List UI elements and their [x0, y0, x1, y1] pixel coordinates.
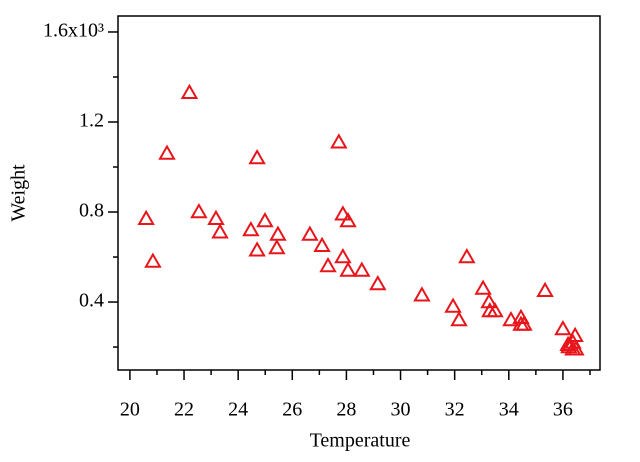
data-point: [334, 205, 352, 221]
data-point: [413, 286, 431, 302]
data-point: [313, 236, 331, 253]
data-point: [268, 239, 286, 255]
data-point: [486, 302, 504, 318]
y-tick-label: 1.6x10³: [43, 20, 104, 42]
data-point: [444, 297, 462, 313]
data-point: [256, 212, 274, 228]
data-point: [369, 275, 387, 291]
data-point: [334, 248, 352, 264]
data-point: [180, 83, 199, 99]
data-point: [567, 340, 585, 356]
y-axis-label: Weight: [8, 164, 30, 222]
data-point: [190, 203, 208, 219]
x-tick-label: 26: [282, 399, 302, 421]
data-point: [560, 338, 578, 354]
plot-frame: [117, 15, 601, 371]
data-point: [339, 261, 357, 277]
data-point: [242, 221, 260, 237]
data-point: [353, 261, 371, 277]
data-point: [474, 279, 492, 295]
x-tick-label: 20: [120, 399, 140, 421]
x-tick-label: 34: [499, 399, 519, 421]
data-point: [269, 225, 287, 241]
data-point: [536, 281, 554, 298]
data-point: [502, 311, 520, 327]
x-axis-label: Temperature: [310, 430, 411, 452]
data-point: [158, 144, 176, 160]
y-tick-label: 1.2: [79, 110, 104, 132]
data-point: [458, 248, 476, 264]
y-tick-label: 0.4: [79, 290, 104, 312]
data-point: [330, 133, 348, 149]
data-point: [144, 252, 162, 268]
data-point: [301, 225, 319, 241]
data-point: [248, 148, 266, 165]
x-tick-label: 24: [228, 399, 248, 421]
x-tick-label: 30: [391, 399, 411, 421]
data-point: [137, 209, 155, 226]
data-point: [211, 223, 229, 239]
x-tick-label: 22: [174, 399, 194, 421]
data-point: [248, 241, 266, 257]
x-tick-label: 36: [553, 399, 573, 421]
data-point: [319, 257, 337, 273]
data-point: [450, 311, 468, 327]
data-point: [207, 209, 225, 226]
data-point: [339, 212, 357, 228]
x-tick-label: 32: [445, 399, 465, 421]
data-point: [515, 315, 533, 331]
data-point: [554, 320, 572, 336]
y-tick-label: 0.8: [79, 200, 104, 222]
x-tick-label: 28: [336, 399, 356, 421]
